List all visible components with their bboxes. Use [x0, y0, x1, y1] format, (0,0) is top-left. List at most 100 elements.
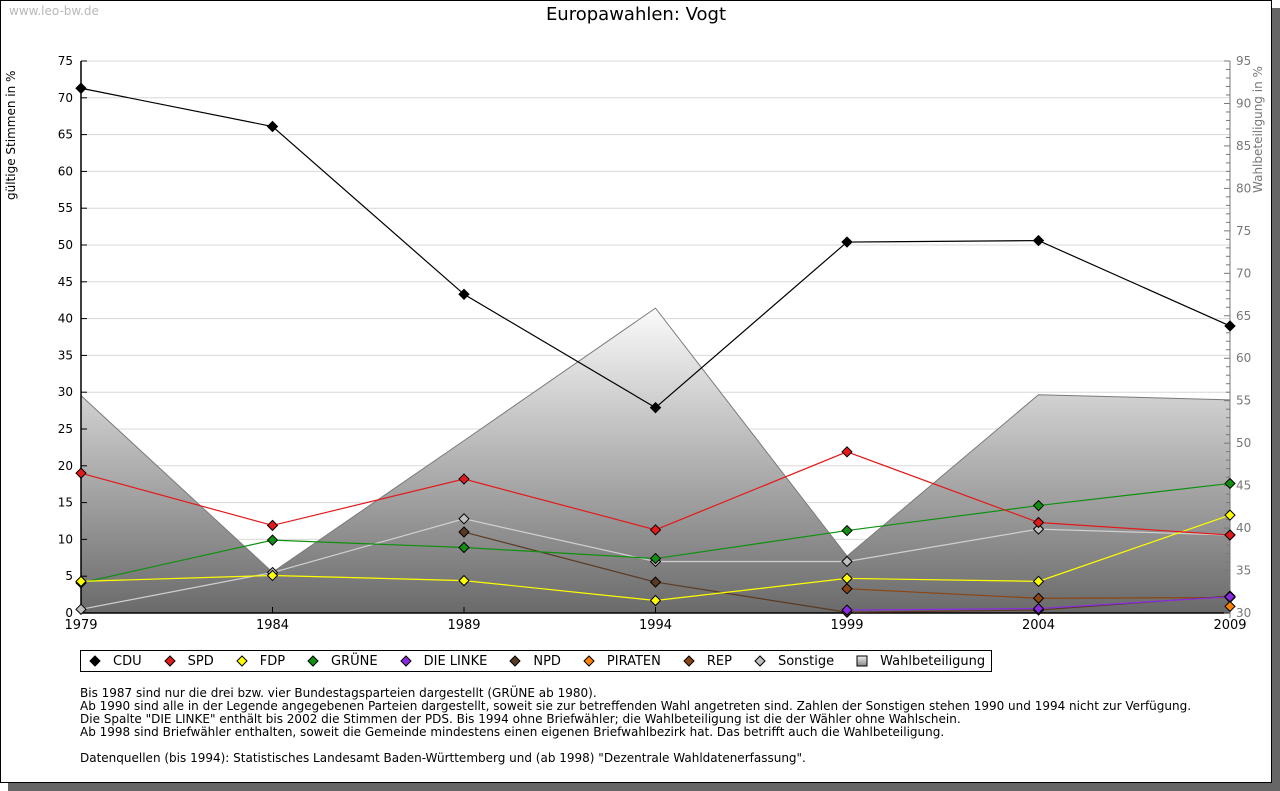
legend-label: NPD — [533, 653, 561, 669]
legend-diamond-icon — [236, 655, 248, 667]
legend-label: PIRATEN — [606, 653, 661, 669]
data-point-npd — [649, 576, 662, 588]
data-point-spd — [75, 467, 87, 479]
x-tick-label: 1984 — [256, 618, 289, 633]
frame-shadow-right — [1272, 8, 1280, 791]
legend-item: GRÜNE — [307, 654, 378, 669]
watermark: www.leo-bw.de — [9, 4, 99, 18]
footnotes: Bis 1987 sind nur die drei bzw. vier Bun… — [80, 687, 1191, 765]
y2-tick-label: 85 — [1236, 139, 1251, 153]
legend-diamond-icon — [683, 655, 695, 667]
legend-diamond-icon — [89, 655, 101, 667]
note-line-1: Bis 1987 sind nur die drei bzw. vier Bun… — [80, 686, 597, 700]
note-line-2: Ab 1990 sind alle in der Legende angegeb… — [80, 699, 1192, 713]
y2-tick-label: 65 — [1236, 309, 1251, 323]
data-point-grüne — [1032, 499, 1045, 512]
legend-item: REP — [683, 654, 732, 669]
legend-label: FDP — [259, 653, 286, 669]
y-tick-label: 40 — [58, 312, 73, 326]
legend-item: SPD — [163, 654, 214, 669]
y2-tick-label: 35 — [1236, 564, 1251, 578]
data-point-cdu — [266, 120, 279, 133]
data-point-sonstige — [1032, 523, 1045, 535]
data-point-spd — [649, 524, 662, 536]
y2-tick-label: 80 — [1236, 181, 1251, 195]
legend-label: GRÜNE — [331, 653, 378, 669]
data-point-grüne — [841, 524, 853, 537]
y-axis-label-right: Wahlbeteiligung in % — [1251, 66, 1265, 193]
y-tick-label: 25 — [58, 422, 73, 436]
y2-tick-label: 55 — [1236, 394, 1251, 408]
data-point-spd — [266, 519, 279, 532]
legend-diamond-icon — [307, 655, 319, 667]
series-markers — [75, 82, 1236, 618]
data-point-fdp — [649, 594, 662, 607]
data-point-cdu — [841, 236, 853, 248]
data-point-spd — [1224, 529, 1236, 541]
data-point-grüne — [458, 541, 470, 554]
y-tick-label: 10 — [58, 532, 73, 546]
y2-tick-label: 60 — [1236, 351, 1251, 365]
data-point-grüne — [649, 552, 662, 565]
turnout-area-fill — [81, 308, 1230, 613]
legend-label: Sonstige — [777, 653, 835, 669]
data-point-fdp — [458, 574, 470, 587]
legend-item: Wahlbeteiligung — [856, 654, 985, 669]
y2-tick-label: 40 — [1236, 521, 1251, 535]
note-sources: Datenquellen (bis 1994): Statistisches L… — [80, 751, 806, 765]
x-tick-label: 2009 — [1213, 618, 1246, 633]
legend-label: REP — [706, 653, 732, 669]
chart-plot: 0 5 10 15 20 25 30 35 40 45 50 55 60 65 70 75 30 35 40 45 5… — [58, 54, 1265, 633]
data-point-sonstige — [841, 555, 853, 568]
data-point-cdu — [1224, 320, 1236, 332]
y-tick-label: 20 — [58, 459, 73, 473]
legend-item: FDP — [236, 654, 285, 669]
legend-label: CDU — [113, 653, 142, 669]
y2-tick-label: 30 — [1236, 606, 1251, 620]
legend-diamond-icon — [754, 655, 766, 667]
x-tick-label: 1999 — [830, 618, 863, 633]
data-point-spd — [458, 473, 470, 485]
y-tick-label: 30 — [58, 385, 73, 399]
data-point-fdp — [1032, 575, 1045, 588]
frame-shadow-bottom — [8, 783, 1280, 791]
y-tick-label: 15 — [58, 496, 73, 510]
legend: CDU SPD FDP GRÜNE DIE LINKE NPD PIRATEN REP Sons… — [80, 650, 993, 672]
y2-tick-label: 90 — [1236, 96, 1251, 110]
legend-label: Wahlbeteiligung — [880, 653, 986, 669]
data-point-spd — [1032, 516, 1045, 529]
y-tick-label: 75 — [58, 54, 73, 68]
note-line-3: Die Spalte "DIE LINKE" enthält bis 2002 … — [80, 712, 961, 726]
y2-tick-labels: 30 35 40 45 50 55 60 65 70 75 80 85 90 95 — [1236, 54, 1251, 620]
chart-title: Europawahlen: Vogt — [545, 4, 727, 25]
data-point-fdp — [841, 572, 853, 585]
y-tick-label: 5 — [65, 569, 73, 583]
x-tick-label: 2004 — [1022, 618, 1055, 633]
data-point-die-linke — [1224, 591, 1236, 603]
y-tick-label: 0 — [65, 606, 73, 620]
data-point-fdp — [1224, 509, 1236, 521]
legend-label: DIE LINKE — [423, 653, 488, 669]
legend-item: NPD — [509, 654, 561, 669]
y-tick-labels: 0 5 10 15 20 25 30 35 40 45 50 55 60 65 70 75 — [58, 54, 73, 620]
y2-tick-label: 75 — [1236, 224, 1251, 238]
y-tick-label: 55 — [58, 201, 73, 215]
data-point-cdu — [1032, 234, 1045, 247]
legend-item: PIRATEN — [583, 654, 661, 669]
y-tick-label: 70 — [58, 91, 73, 105]
x-tick-label: 1979 — [64, 618, 97, 633]
y2-tick-label: 50 — [1236, 436, 1251, 450]
y-tick-label: 65 — [58, 128, 73, 142]
y2-tick-label: 95 — [1236, 54, 1251, 68]
legend-diamond-icon — [509, 655, 522, 667]
data-point-grüne — [266, 534, 279, 546]
data-point-die-linke — [841, 604, 853, 616]
legend-diamond-icon — [163, 655, 176, 667]
data-point-spd — [841, 446, 853, 458]
legend-item: Sonstige — [754, 654, 834, 669]
data-point-piraten — [1224, 600, 1236, 613]
data-point-die-linke — [1032, 602, 1045, 615]
x-tick-label: 1994 — [639, 618, 672, 633]
x-tick-label: 1989 — [447, 618, 480, 633]
data-point-grüne — [1224, 477, 1236, 490]
